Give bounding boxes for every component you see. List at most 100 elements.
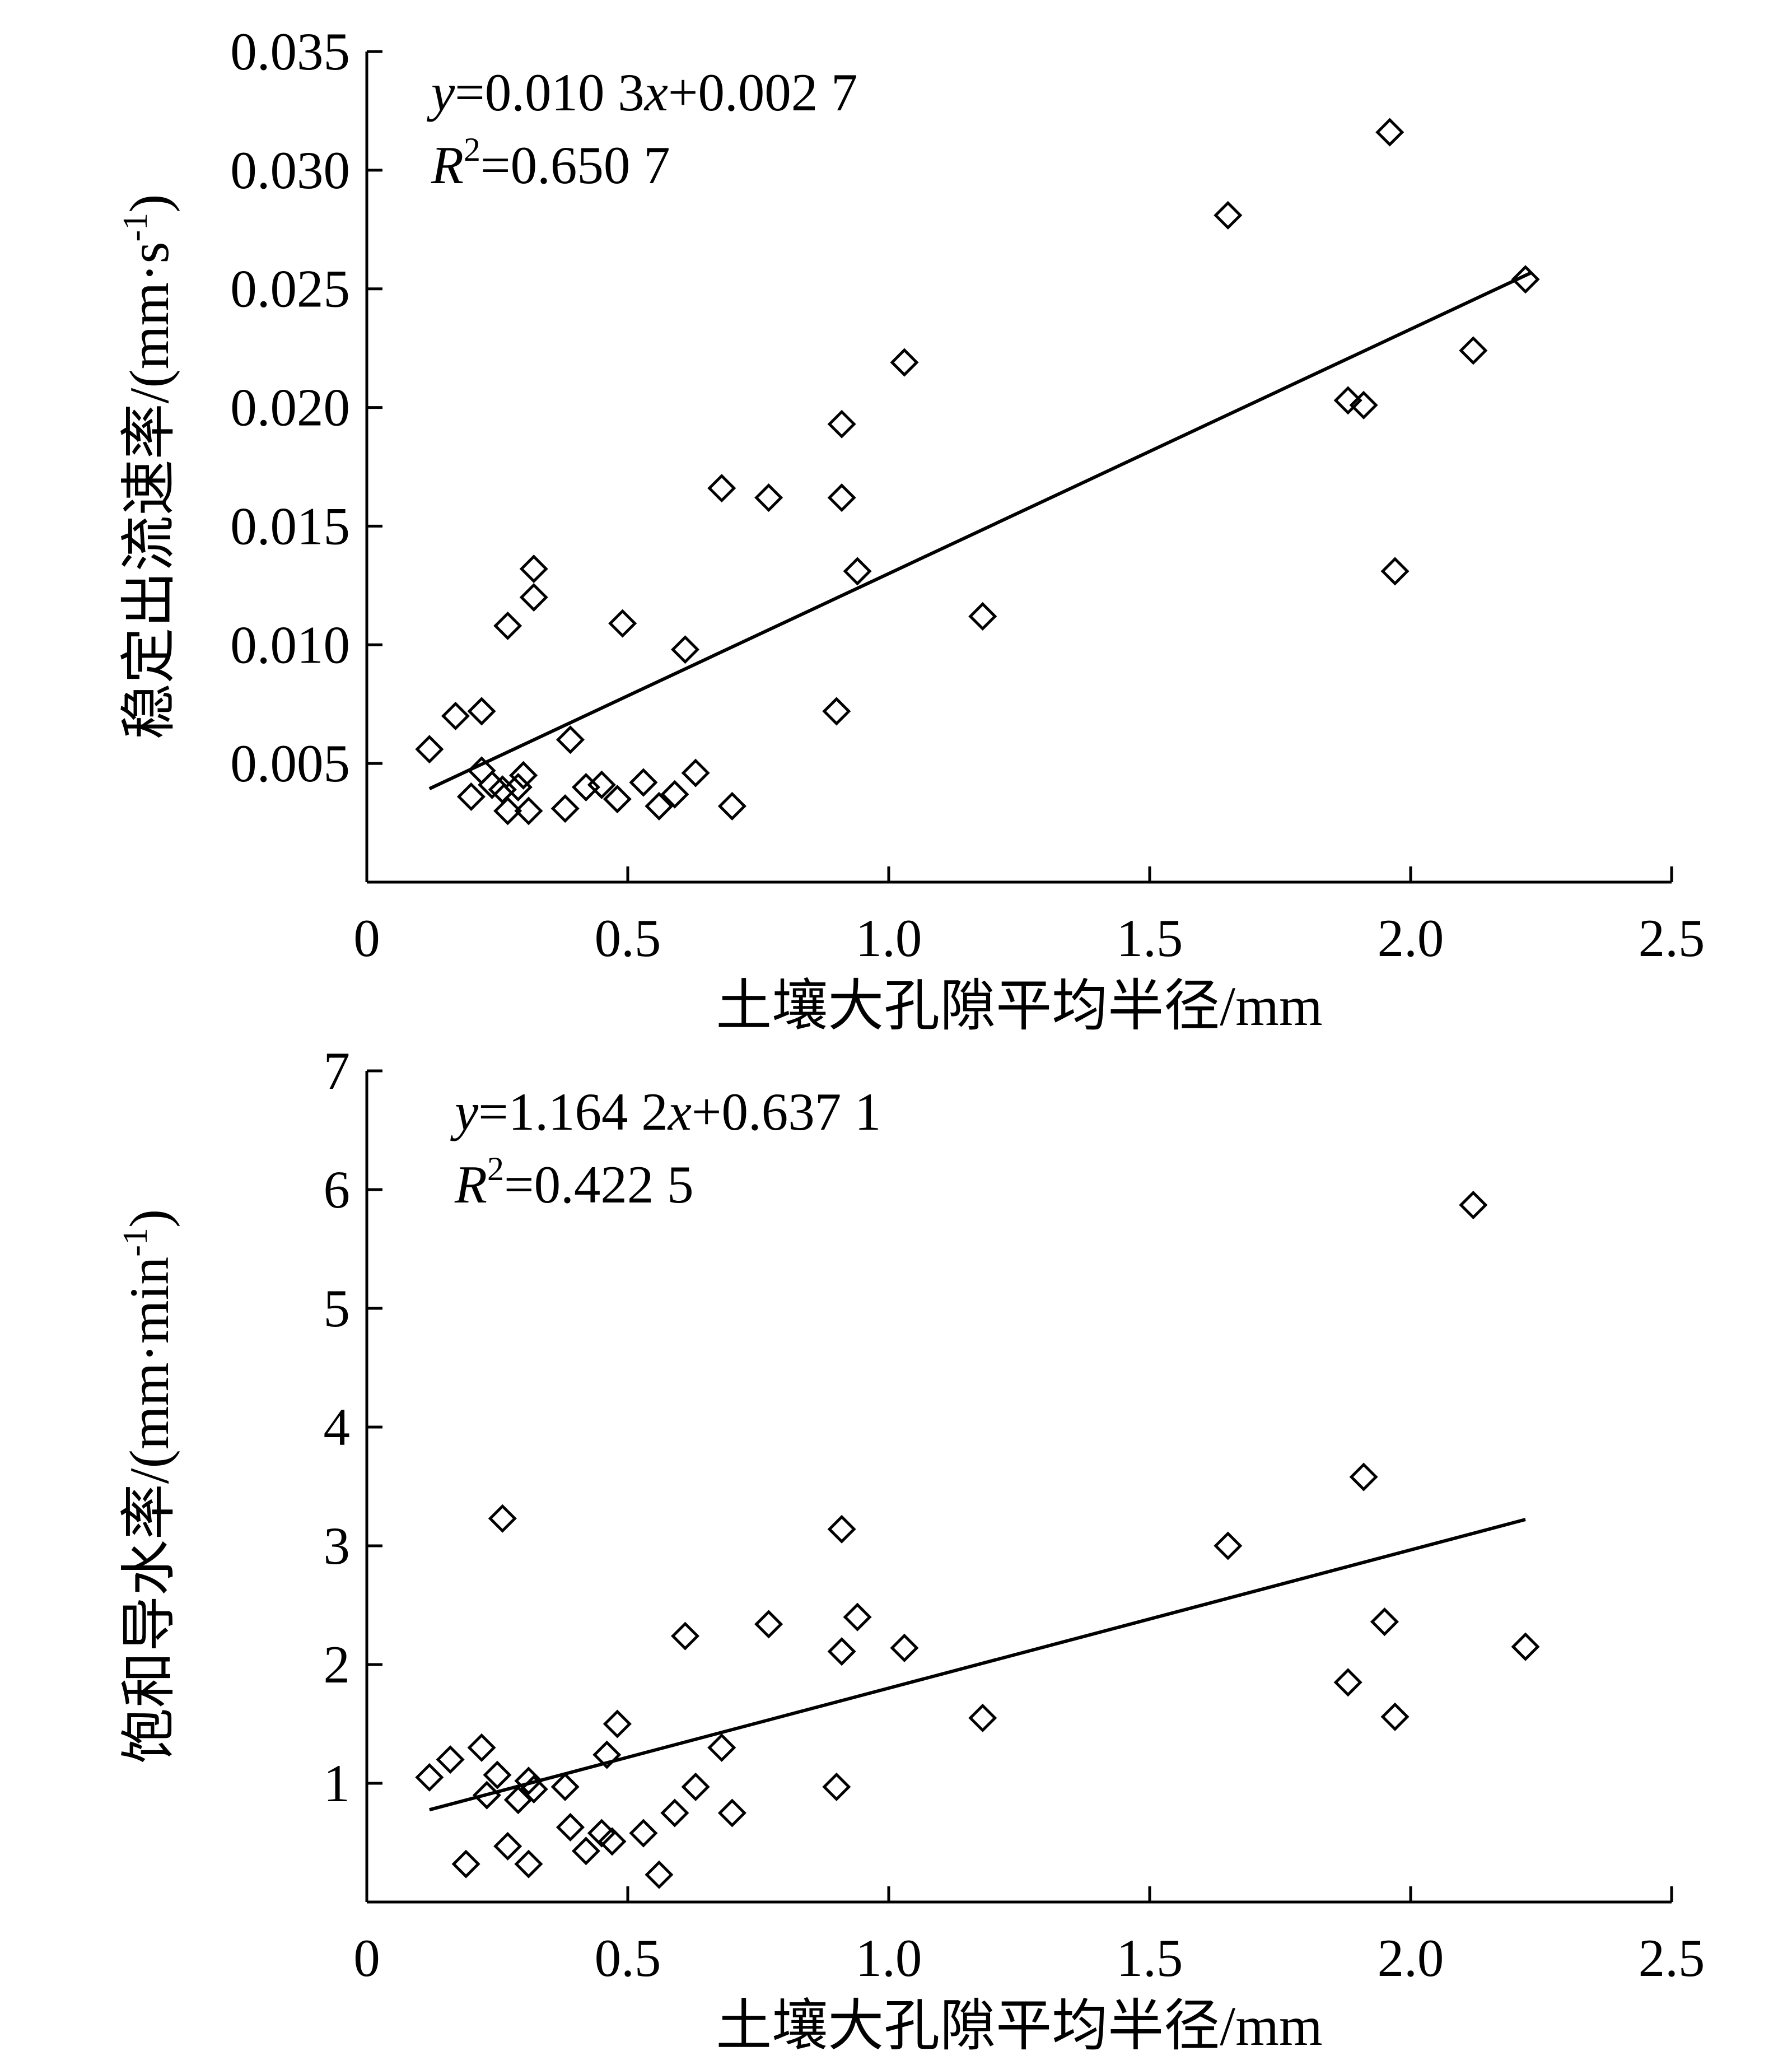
- top-x-tick-label: 1.0: [856, 908, 922, 968]
- top-data-point: [441, 701, 470, 730]
- top-y-axis-title: 稳定出流速率/(mm·s-1): [116, 194, 180, 740]
- top-data-point: [645, 791, 674, 821]
- bottom-x-tick-label: 1.0: [856, 1928, 922, 1988]
- bottom-data-point: [660, 1798, 689, 1828]
- top-data-point: [493, 611, 522, 640]
- top-y-tick-label: 0.035: [230, 22, 350, 81]
- top-data-point: [1214, 201, 1243, 230]
- top-data-point: [556, 725, 585, 754]
- top-data-point: [587, 770, 616, 799]
- top-data-point: [519, 554, 548, 584]
- top-data-point: [1349, 390, 1378, 419]
- top-data-point: [660, 780, 689, 809]
- bottom-r-squared: R2=0.422 5: [454, 1150, 694, 1214]
- top-data-point: [822, 697, 851, 726]
- top-data-point: [827, 483, 856, 512]
- bottom-data-point: [1370, 1607, 1399, 1637]
- bottom-data-point: [717, 1798, 746, 1828]
- top-data-point: [1333, 386, 1362, 415]
- top-data-point: [456, 782, 486, 811]
- top-data-point: [754, 483, 783, 512]
- top-x-tick-label: 0.5: [595, 908, 661, 968]
- bottom-y-tick-label: 4: [324, 1397, 351, 1457]
- bottom-x-axis-title: 土壤大孔隙平均半径/mm: [716, 1995, 1322, 2051]
- top-data-point: [571, 772, 600, 802]
- bottom-data-point: [550, 1772, 580, 1801]
- bottom-data-point: [514, 1766, 543, 1796]
- bottom-data-point: [592, 1740, 622, 1769]
- bottom-data-point: [890, 1633, 919, 1662]
- top-data-point: [550, 794, 580, 823]
- bottom-data-point: [822, 1772, 851, 1801]
- bottom-x-tick-label: 2.0: [1378, 1928, 1444, 1988]
- bottom-data-point: [603, 1709, 632, 1738]
- bottom-data-point: [467, 1733, 496, 1762]
- top-x-tick-label: 1.5: [1117, 908, 1183, 968]
- bottom-chart: 0 0.5 1.0 1.5 2.0 2.5 1 2 3 4 5 6 7 土壤大孔隙平均半径/mm 饱和导水率…: [116, 1041, 1705, 2051]
- bottom-data-point: [1459, 1191, 1488, 1220]
- top-r-squared: R2=0.650 7: [431, 131, 670, 195]
- top-data-point: [603, 785, 632, 814]
- top-x-tick-label: 2.0: [1378, 908, 1444, 968]
- top-data-point: [707, 474, 736, 503]
- bottom-data-point: [670, 1621, 700, 1651]
- top-data-point: [717, 791, 746, 821]
- bottom-data-point: [1380, 1702, 1410, 1731]
- top-equation: y=0.010 3x+0.002 7: [427, 63, 858, 122]
- top-data-point: [670, 635, 700, 664]
- top-data-point: [608, 609, 637, 638]
- top-data-point: [415, 735, 444, 764]
- bottom-data-point: [1349, 1462, 1378, 1491]
- top-data-point: [1375, 118, 1404, 147]
- bottom-data-point: [571, 1836, 600, 1866]
- bottom-data-point: [629, 1819, 658, 1848]
- bottom-data-point: [754, 1610, 783, 1639]
- bottom-data-point: [451, 1849, 480, 1878]
- top-y-tick-label: 0.025: [230, 259, 350, 319]
- top-y-tick-label: 0.010: [230, 615, 350, 674]
- bottom-fit-line: [429, 1518, 1526, 1812]
- top-data-point: [467, 697, 496, 726]
- bottom-x-tick-label: 0: [353, 1928, 380, 1988]
- top-data-point: [509, 761, 538, 790]
- top-x-tick-label: 0: [353, 908, 380, 968]
- bottom-data-point: [493, 1831, 522, 1861]
- bottom-data-point: [843, 1602, 872, 1632]
- bottom-y-axis-title: 饱和导水率/(mm·min-1): [116, 1209, 180, 1764]
- top-data-point: [827, 409, 856, 439]
- bottom-data-point: [415, 1763, 444, 1792]
- top-data-point: [629, 768, 658, 797]
- top-y-tick-label: 0.030: [230, 141, 350, 200]
- bottom-data-point: [483, 1760, 512, 1789]
- top-data-point: [519, 583, 548, 612]
- bottom-data-point: [472, 1780, 501, 1810]
- bottom-y-tick-label: 7: [324, 1041, 351, 1101]
- top-data-point: [1380, 557, 1410, 586]
- top-y-tick-label: 0.005: [230, 734, 350, 793]
- bottom-data-point: [1214, 1531, 1243, 1560]
- top-fit-line: [428, 271, 1532, 790]
- bottom-data-point: [827, 1637, 856, 1666]
- top-y-tick-label: 0.020: [230, 378, 350, 437]
- top-data-point: [681, 758, 710, 787]
- bottom-data-point: [587, 1819, 616, 1848]
- top-data-point: [478, 770, 507, 799]
- bottom-x-tick-label: 0.5: [595, 1928, 661, 1988]
- top-data-point: [493, 796, 522, 826]
- bottom-data-point: [707, 1733, 736, 1762]
- bottom-data-point: [645, 1860, 674, 1889]
- bottom-y-tick-label: 5: [324, 1279, 351, 1338]
- bottom-data-point: [1333, 1668, 1362, 1697]
- bottom-y-tick-label: 6: [324, 1160, 351, 1219]
- bottom-data-point: [968, 1703, 997, 1732]
- top-data-point: [890, 348, 919, 377]
- top-x-axis-title: 土壤大孔隙平均半径/mm: [716, 975, 1322, 1037]
- top-y-tick-label: 0.015: [230, 496, 350, 556]
- bottom-data-point: [827, 1514, 856, 1544]
- bottom-y-tick-label: 1: [324, 1754, 351, 1813]
- bottom-y-tick-label: 3: [324, 1516, 351, 1575]
- bottom-x-tick-label: 1.5: [1117, 1928, 1183, 1988]
- bottom-y-tick-label: 2: [324, 1635, 351, 1694]
- top-data-point: [1511, 265, 1540, 294]
